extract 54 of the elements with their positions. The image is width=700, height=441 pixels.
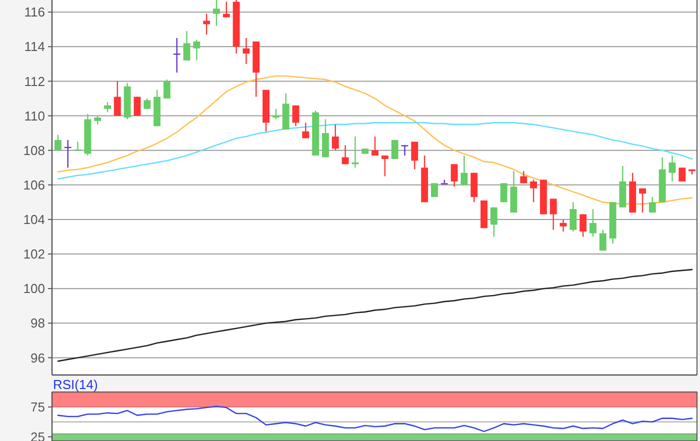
y-tick-label: 75 xyxy=(30,399,45,414)
candlestick xyxy=(203,13,210,36)
candlestick xyxy=(580,214,587,238)
candlestick xyxy=(678,167,686,182)
y-tick-label: 98 xyxy=(30,316,45,331)
y-tick-label: 96 xyxy=(30,350,45,366)
candlestick xyxy=(213,0,220,27)
candlestick xyxy=(173,37,180,74)
candlestick xyxy=(490,206,498,238)
candlestick xyxy=(450,164,458,188)
y-tick-label: 108 xyxy=(23,142,45,158)
y-tick-label: 104 xyxy=(23,212,45,228)
line-series xyxy=(57,406,693,432)
y-tick-label: 116 xyxy=(24,4,45,20)
candlestick xyxy=(411,141,418,170)
y-tick-label: 106 xyxy=(23,177,45,192)
candlestick xyxy=(54,134,62,151)
candlestick xyxy=(292,104,300,127)
candlestick xyxy=(570,202,577,232)
candlestick xyxy=(163,78,170,100)
y-tick-label: 112 xyxy=(24,74,45,89)
line-series xyxy=(57,122,693,180)
candlestick xyxy=(530,179,537,203)
y-tick-label: 102 xyxy=(23,246,45,262)
candlestick xyxy=(104,101,111,113)
candlestick xyxy=(144,98,151,110)
candlestick xyxy=(500,182,508,203)
y-tick-label: 100 xyxy=(23,281,45,296)
candlestick xyxy=(391,139,398,160)
candlestick xyxy=(381,154,388,177)
candlestick xyxy=(460,154,468,186)
candlestick xyxy=(183,30,190,62)
candlestick xyxy=(401,144,408,156)
y-tick-label: 110 xyxy=(24,108,45,124)
candlestick xyxy=(222,1,230,18)
candlestick xyxy=(668,154,676,182)
y-tick-label: 114 xyxy=(24,39,45,54)
candlestick xyxy=(193,39,200,62)
candlestick xyxy=(372,136,378,156)
candlestick xyxy=(114,80,121,116)
candlestick xyxy=(590,208,596,238)
chart-title: RSI(14) xyxy=(53,377,98,392)
candlestick xyxy=(332,124,339,151)
candlestick xyxy=(550,198,557,230)
candlestick xyxy=(599,229,606,252)
line-series xyxy=(57,268,693,362)
candlestick xyxy=(560,218,567,232)
candlestick xyxy=(639,188,646,214)
candlestick xyxy=(242,37,250,65)
candlestick xyxy=(430,182,438,198)
candlestick xyxy=(648,196,656,214)
candlestick xyxy=(520,170,528,184)
candlestick xyxy=(134,96,141,116)
candlestick xyxy=(302,122,310,139)
